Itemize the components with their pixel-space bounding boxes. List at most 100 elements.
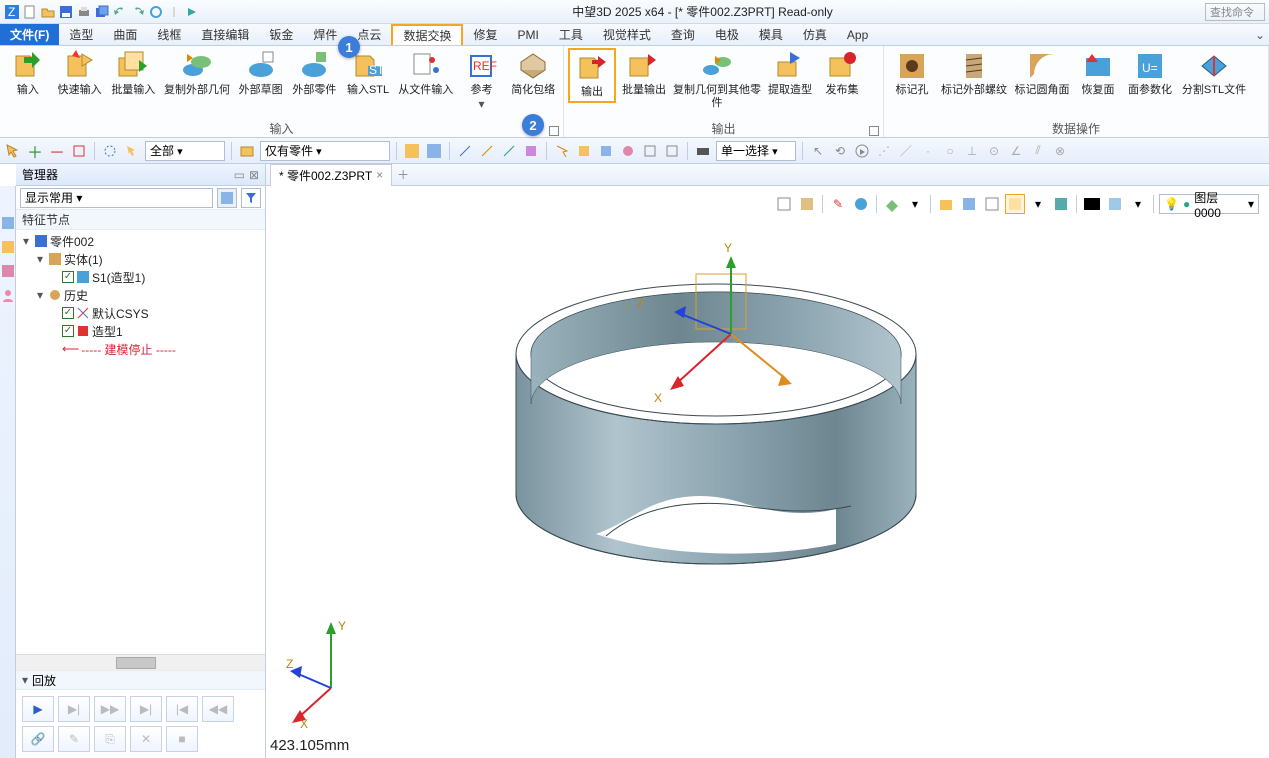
tb-icon[interactable]: ⋰ [875,142,893,160]
mark-thread-button[interactable]: 标记外部螺纹 [938,48,1010,99]
tab-sim[interactable]: 仿真 [793,24,837,45]
tree-stop[interactable]: ----- 建模停止 ----- [81,341,176,358]
viewport[interactable]: * 零件002.Z3PRT× ＋ ✎ ▾ ▾ ▾ 💡● 图层0000 ▾ [266,164,1269,758]
tb-icon[interactable] [403,142,421,160]
tab-file[interactable]: 文件(F) [0,24,59,45]
box-icon[interactable] [70,142,88,160]
tb-icon[interactable] [522,142,540,160]
close-tab-icon[interactable]: × [376,168,383,182]
tree-csys[interactable]: 默认CSYS [92,305,149,322]
tb-icon[interactable]: ⟲ [831,142,849,160]
tree-solid-group[interactable]: 实体(1) [64,251,103,268]
edit-button[interactable]: ✎ [58,726,90,752]
tree-history[interactable]: 历史 [64,287,88,304]
filter-toggle[interactable] [217,188,237,208]
vt-icon[interactable] [982,194,1002,214]
sb-box-icon[interactable] [1,240,15,254]
vt-icon[interactable]: ✎ [828,194,848,214]
copy-ext-geom-button[interactable]: 复制外部几何 [161,48,233,99]
vt-icon[interactable] [1005,194,1025,214]
tb-icon[interactable] [478,142,496,160]
export-button[interactable]: 输出 [568,48,616,103]
simplify-button[interactable]: 简化包络 [507,48,559,99]
command-search[interactable]: 查找命令 [1205,3,1265,21]
tb-icon[interactable]: ⊙ [985,142,1003,160]
vt-icon[interactable] [936,194,956,214]
new-tab-icon[interactable]: ＋ [394,166,412,184]
print-icon[interactable] [76,4,92,20]
del-button[interactable]: ✕ [130,726,162,752]
start-button[interactable]: ◀◀ [202,696,234,722]
minus-icon[interactable]: － [48,142,66,160]
tb-icon[interactable]: ○ [941,142,959,160]
batch-import-button[interactable]: 批量输入 [107,48,159,99]
group-dialog-icon[interactable] [869,126,879,136]
play-button[interactable]: ▶ [22,696,54,722]
vt-icon[interactable] [1082,194,1102,214]
ext-sketch-button[interactable]: 外部草图 [235,48,287,99]
close-icon[interactable]: ⊠ [249,168,259,182]
mark-fillet-button[interactable]: 标记圆角面 [1012,48,1072,99]
tab-visual[interactable]: 视觉样式 [593,24,661,45]
display-combo[interactable]: 显示常用 ▾ [20,188,213,208]
rew-button[interactable]: |◀ [166,696,198,722]
filter-combo[interactable]: 全部 ▾ [145,141,225,161]
tb-icon[interactable] [694,142,712,160]
plus-icon[interactable]: ＋ [26,142,44,160]
pick-combo[interactable]: 单一选择 ▾ [716,141,796,161]
feature-tree[interactable]: ▾零件002 ▾实体(1) ✓S1(造型1) ▾历史 ✓默认CSYS ✓造型1 … [16,230,265,654]
sb-img-icon[interactable] [1,264,15,278]
tb-icon[interactable] [425,142,443,160]
vt-icon[interactable] [1105,194,1125,214]
tb-icon[interactable] [663,142,681,160]
filter-funnel-icon[interactable] [241,188,261,208]
play-fwd-icon[interactable] [184,4,200,20]
tb-icon[interactable]: ／ [897,142,915,160]
vt-icon[interactable]: ▾ [1128,194,1148,214]
ff-button[interactable]: ▶▶ [94,696,126,722]
tab-wireframe[interactable]: 线框 [147,24,191,45]
tb-icon[interactable] [641,142,659,160]
layer-combo[interactable]: 💡● 图层0000 ▾ [1159,194,1259,214]
saveall-icon[interactable] [94,4,110,20]
import-from-file-button[interactable]: 从文件输入 [396,48,456,99]
tb-icon[interactable] [500,142,518,160]
reference-button[interactable]: REF参考▾ [458,48,506,113]
tab-repair[interactable]: 修复 [463,24,507,45]
doc-tab[interactable]: * 零件002.Z3PRT× [270,164,392,186]
tab-directedit[interactable]: 直接编辑 [191,24,259,45]
vt-icon[interactable]: ▾ [905,194,925,214]
tab-surface[interactable]: 曲面 [103,24,147,45]
batch-export-button[interactable]: 批量输出 [618,48,670,99]
cursor-icon[interactable] [4,142,22,160]
step-fwd-button[interactable]: ▶| [58,696,90,722]
undo-icon[interactable] [112,4,128,20]
tb-icon[interactable]: · [919,142,937,160]
refresh-icon[interactable] [148,4,164,20]
tb-icon[interactable]: ⫽ [1029,142,1047,160]
vt-icon[interactable] [774,194,794,214]
tb-icon[interactable]: ↖ [809,142,827,160]
tree-hscroll[interactable] [16,654,265,670]
vt-icon[interactable] [797,194,817,214]
vt-icon[interactable] [882,194,902,214]
tab-electrode[interactable]: 电极 [705,24,749,45]
tab-tools[interactable]: 工具 [549,24,593,45]
ext-part-button[interactable]: 外部零件 [288,48,340,99]
tree-root[interactable]: 零件002 [50,233,94,250]
circle-icon[interactable] [101,142,119,160]
group-dialog-icon[interactable] [549,126,559,136]
ribbon-collapse-icon[interactable]: ⌄ [1251,24,1269,45]
tab-mold[interactable]: 模具 [749,24,793,45]
tb-icon[interactable] [619,142,637,160]
new-icon[interactable] [22,4,38,20]
copy-to-other-button[interactable]: 复制几何到其他零件 [672,48,762,112]
quick-import-button[interactable]: 快速输入 [54,48,106,99]
tb-icon[interactable] [553,142,571,160]
tb-icon[interactable] [575,142,593,160]
copy-button[interactable]: ⎘ [94,726,126,752]
import-button[interactable]: 输入 [4,48,52,99]
tb-icon[interactable]: ⊗ [1051,142,1069,160]
tb-icon[interactable] [853,142,871,160]
scope-combo[interactable]: 仅有零件 ▾ [260,141,390,161]
